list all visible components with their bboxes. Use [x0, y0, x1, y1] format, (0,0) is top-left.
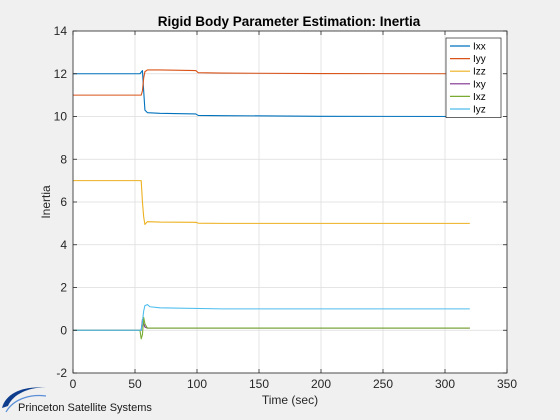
- x-axis: 0 50 100 150 200 250 300 350: [70, 31, 517, 391]
- satellite-swoosh-icon: [2, 387, 48, 408]
- series-line-iyz: [73, 304, 470, 331]
- legend-label-ixz: Ixz: [473, 92, 486, 103]
- legend-label-izz: Izz: [473, 67, 486, 78]
- y-tick-label: 12: [54, 67, 68, 81]
- y-axis: -2 0 2 4 6 8 10 12 14: [54, 24, 507, 380]
- x-tick-label: 300: [435, 377, 455, 391]
- chart-title: Rigid Body Parameter Estimation: Inertia: [158, 14, 421, 29]
- logo-text: Princeton Satellite Systems: [18, 402, 152, 414]
- legend-label-ixx: Ixx: [473, 42, 486, 53]
- x-tick-label: 200: [311, 377, 331, 391]
- x-tick-label: 50: [128, 377, 142, 391]
- y-tick-label: -2: [56, 366, 67, 380]
- x-tick-label: 350: [497, 377, 517, 391]
- y-tick-label: 8: [60, 152, 67, 166]
- x-tick-label: 150: [249, 377, 269, 391]
- y-axis-label: Inertia: [39, 185, 53, 219]
- series-line-iyy: [73, 69, 470, 96]
- x-axis-label: Time (sec): [262, 393, 318, 407]
- series-line-ixz: [73, 316, 470, 340]
- y-tick-label: 4: [60, 238, 67, 252]
- x-tick-label: 250: [373, 377, 393, 391]
- legend-label-ixy: Ixy: [473, 79, 486, 90]
- series-line-izz: [73, 180, 470, 225]
- y-tick-label: 14: [54, 24, 68, 38]
- series-line-ixx: [73, 69, 470, 118]
- x-tick-label: 100: [187, 377, 207, 391]
- legend-label-iyz: Iyz: [473, 105, 486, 116]
- y-tick-label: 6: [60, 195, 67, 209]
- legend-label-iyy: Iyy: [473, 54, 486, 65]
- y-tick-label: 0: [60, 323, 67, 337]
- y-tick-label: 10: [54, 110, 68, 124]
- x-tick-label: 0: [70, 377, 77, 391]
- series-layer: [73, 69, 470, 340]
- y-tick-label: 2: [60, 281, 67, 295]
- legend-box: [445, 37, 502, 118]
- swoosh-accent-icon: [5, 394, 47, 413]
- logo: Princeton Satellite Systems: [2, 387, 152, 414]
